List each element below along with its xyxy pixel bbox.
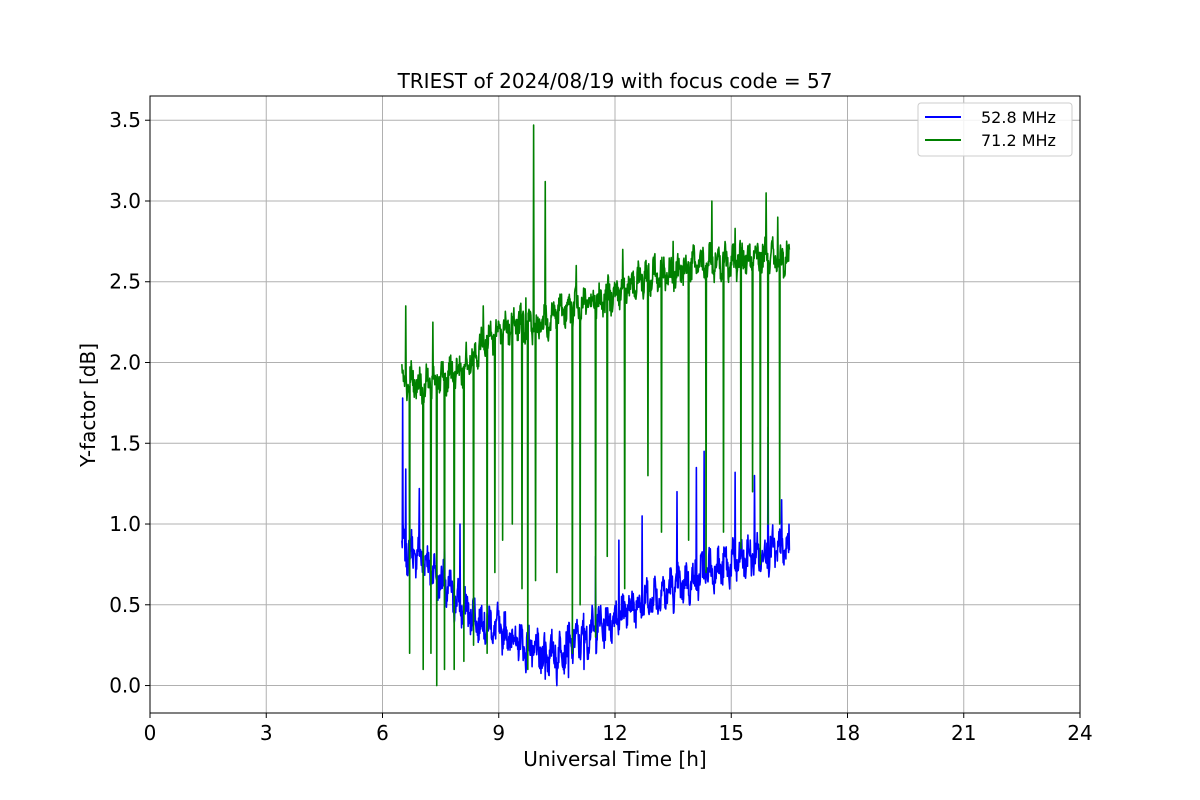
chart-title: TRIEST of 2024/08/19 with focus code = 5… <box>397 69 833 93</box>
legend-label: 52.8 MHz <box>981 108 1056 127</box>
x-tick-label: 3 <box>260 721 273 745</box>
x-tick-label: 21 <box>951 721 976 745</box>
y-tick-label: 2.5 <box>109 270 141 294</box>
series-line-2 <box>401 124 791 687</box>
legend-label: 71.2 MHz <box>981 131 1056 150</box>
x-tick-label: 6 <box>376 721 389 745</box>
y-tick-label: 0.0 <box>109 674 141 698</box>
y-axis: 0.0 0.5 1.0 1.5 2.0 2.5 3.0 3.5 <box>109 108 150 698</box>
y-tick-label: 2.0 <box>109 351 141 375</box>
grid <box>149 96 1081 713</box>
x-tick-label: 24 <box>1067 721 1092 745</box>
x-tick-label: 18 <box>835 721 860 745</box>
y-tick-label: 0.5 <box>109 593 141 617</box>
x-axis-label: Universal Time [h] <box>523 747 706 771</box>
x-tick-label: 0 <box>144 721 157 745</box>
y-tick-label: 3.5 <box>109 108 141 132</box>
x-tick-label: 9 <box>492 721 505 745</box>
series-lines <box>401 124 791 687</box>
y-axis-label: Y-factor [dB] <box>76 343 100 468</box>
y-tick-label: 1.0 <box>109 512 141 536</box>
x-axis: 0 3 6 9 12 15 18 21 24 <box>144 713 1093 745</box>
legend: 52.8 MHz 71.2 MHz <box>917 102 1073 157</box>
y-tick-label: 3.0 <box>109 189 141 213</box>
x-tick-label: 12 <box>602 721 627 745</box>
x-tick-label: 15 <box>719 721 744 745</box>
y-tick-label: 1.5 <box>109 431 141 455</box>
